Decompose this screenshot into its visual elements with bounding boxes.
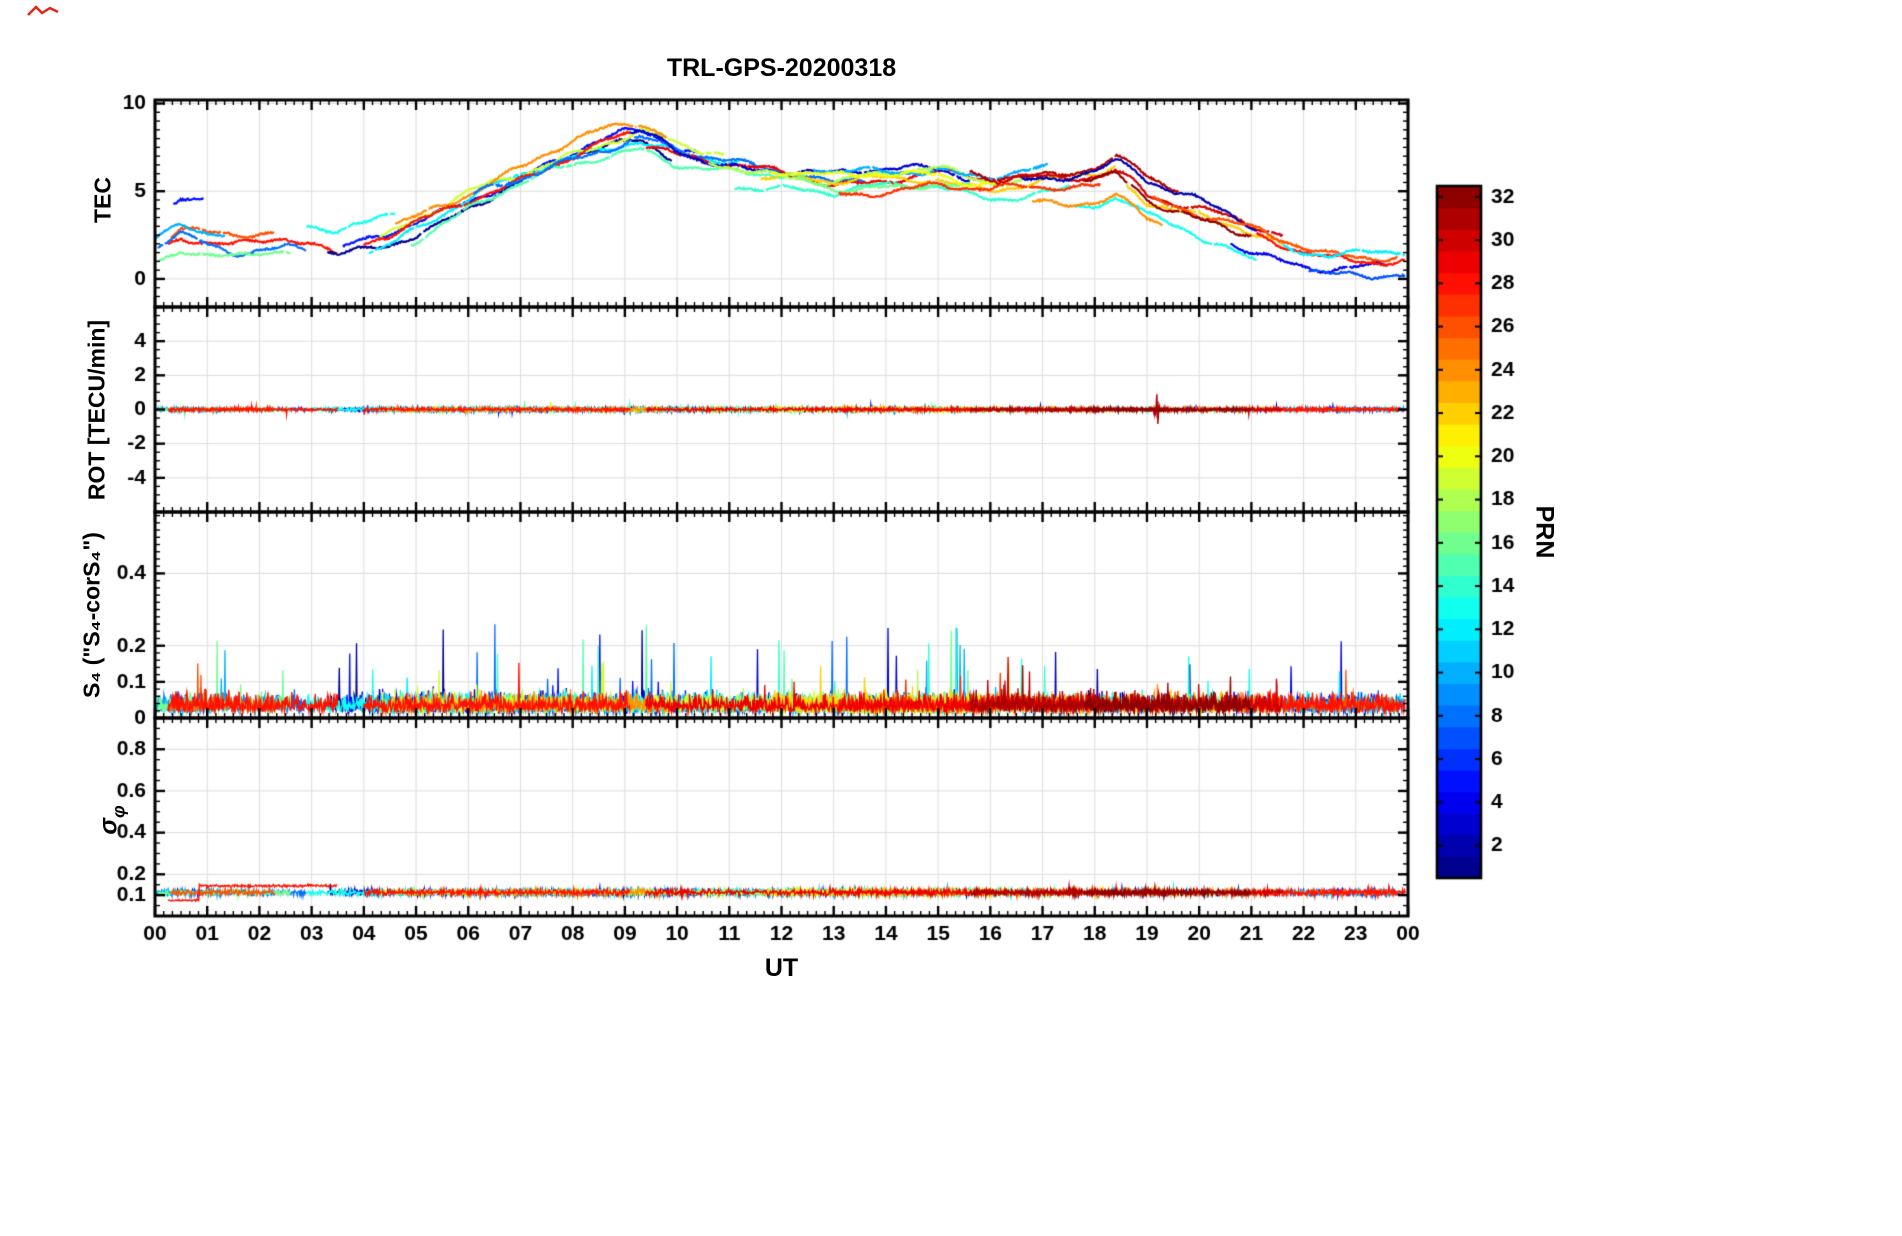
ylabel-tec: TEC — [89, 177, 116, 223]
xlabel-ut: UT — [764, 954, 799, 982]
ylabel-rot: ROT [TECU/min] — [83, 319, 110, 501]
phi-subscript: φ — [108, 805, 129, 819]
chart-title: TRL-GPS-20200318 — [666, 54, 897, 82]
colorbar-label-prn: PRN — [1530, 505, 1559, 559]
sigma-symbol: σ — [94, 818, 123, 835]
ylabel-s4: S₄ ("S₄-corS₄") — [78, 532, 105, 698]
ylabel-sigma-phi: σφ — [94, 805, 129, 834]
